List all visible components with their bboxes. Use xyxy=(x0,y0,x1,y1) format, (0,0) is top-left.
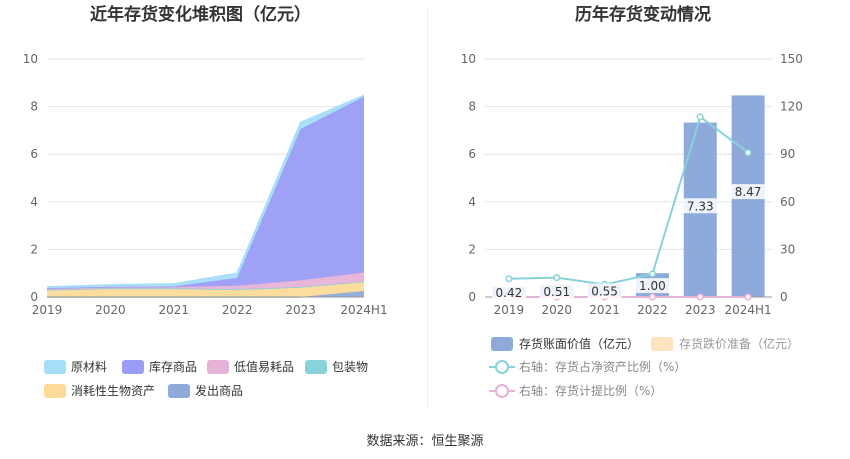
bar-y-tick-label: 10 xyxy=(461,52,476,66)
panel-separator xyxy=(427,8,428,408)
area-series-库存商品 xyxy=(47,96,364,289)
area-y-tick-label: 6 xyxy=(30,147,38,161)
area-series-发出商品 xyxy=(47,291,364,297)
area-legend-swatch xyxy=(168,384,190,398)
bar-data-label: 7.33 xyxy=(687,199,714,213)
bar-x-tick-label: 2022 xyxy=(637,303,668,317)
area-x-tick-label: 2024H1 xyxy=(340,303,387,317)
area-y-tick-label: 4 xyxy=(30,195,38,209)
line-point xyxy=(744,293,752,301)
bar-y2-tick-label: 150 xyxy=(780,52,803,66)
bar-y2-tick-label: 30 xyxy=(780,242,795,256)
area-legend-label: 包装物 xyxy=(332,360,368,374)
area-x-tick-label: 2019 xyxy=(32,303,63,317)
area-y-tick-label: 0 xyxy=(30,290,38,304)
bar-label-bg xyxy=(635,278,670,294)
bar-y2-tick-label: 60 xyxy=(780,195,795,209)
line-point xyxy=(696,293,704,301)
bar-chart-title: 历年存货变动情况 xyxy=(575,4,711,25)
bar-data-label: 0.42 xyxy=(496,286,523,300)
area-x-tick-label: 2022 xyxy=(222,303,253,317)
line-point xyxy=(505,275,513,283)
line-point xyxy=(744,149,752,157)
line-point xyxy=(696,113,704,121)
bar-legend-label: 存货账面价值（亿元） xyxy=(519,336,639,351)
bar-y2-tick-label: 120 xyxy=(780,100,803,114)
area-x-tick-label: 2020 xyxy=(95,303,126,317)
bar-y-tick-label: 2 xyxy=(468,242,476,256)
line-legend-marker xyxy=(495,384,509,398)
area-legend-label: 库存商品 xyxy=(149,359,197,374)
line-legend-marker xyxy=(495,360,509,374)
bar-label-bg xyxy=(730,184,766,200)
area-legend-label: 发出商品 xyxy=(195,383,243,398)
bar-label-bg xyxy=(587,283,622,299)
bar-data-label: 0.55 xyxy=(591,284,618,298)
bar-x-tick-label: 2024H1 xyxy=(724,303,771,317)
bar-x-tick-label: 2021 xyxy=(589,303,620,317)
bar-label-bg xyxy=(539,283,574,299)
line-point xyxy=(553,274,561,282)
line-point xyxy=(648,270,656,278)
bar-data-label: 1.00 xyxy=(639,279,666,293)
area-y-tick-label: 2 xyxy=(30,242,38,256)
area-chart-title: 近年存货变化堆积图（亿元） xyxy=(90,4,311,25)
bar-y2-tick-label: 0 xyxy=(780,290,788,304)
bar-legend-swatch xyxy=(491,337,513,351)
bar-legend-label: 存货跌价准备（亿元） xyxy=(679,336,799,351)
area-series-edge xyxy=(46,94,365,288)
bar-data-label: 0.51 xyxy=(543,285,570,299)
area-legend-label: 低值易耗品 xyxy=(234,359,294,374)
area-legend-swatch xyxy=(207,360,229,374)
area-legend-swatch xyxy=(44,384,66,398)
area-legend-swatch xyxy=(44,360,66,374)
line-series-右轴：存货占净资产比例（%） xyxy=(508,115,749,286)
bar-x-tick-label: 2020 xyxy=(541,303,572,317)
area-legend-swatch xyxy=(122,360,144,374)
line-point xyxy=(648,293,656,301)
bar-y-tick-label: 0 xyxy=(468,290,476,304)
area-legend-label: 原材料 xyxy=(71,360,107,374)
bar-y2-tick-label: 90 xyxy=(780,147,795,161)
bar-y-tick-label: 8 xyxy=(468,100,476,114)
line-legend-label: 右轴：存货占净资产比例（%） xyxy=(519,359,686,374)
bar-y-tick-label: 6 xyxy=(468,147,476,161)
bar-x-tick-label: 2019 xyxy=(494,303,525,317)
data-source-footer: 数据来源：恒生聚源 xyxy=(366,434,484,449)
area-y-tick-label: 10 xyxy=(23,52,38,66)
area-y-tick-label: 8 xyxy=(30,100,38,114)
bar-label-bg xyxy=(491,285,527,301)
bar-y-tick-label: 4 xyxy=(468,195,476,209)
bar-data-label: 8.47 xyxy=(735,185,762,199)
bar-label-bg xyxy=(683,198,718,214)
area-x-tick-label: 2023 xyxy=(285,303,316,317)
area-legend-swatch xyxy=(305,360,327,374)
bar-x-tick-label: 2023 xyxy=(685,303,716,317)
line-legend-label: 右轴：存货计提比例（%） xyxy=(519,383,662,398)
area-x-tick-label: 2021 xyxy=(159,303,190,317)
area-legend-label: 消耗性生物资产 xyxy=(71,384,155,398)
bar-legend-swatch xyxy=(651,337,673,351)
area-series-低值易耗品 xyxy=(47,272,364,290)
charts-canvas: 近年存货变化堆积图（亿元） 0 2 4 6 8 10 2019 2020 2021 2022 2023… xyxy=(23,4,803,398)
